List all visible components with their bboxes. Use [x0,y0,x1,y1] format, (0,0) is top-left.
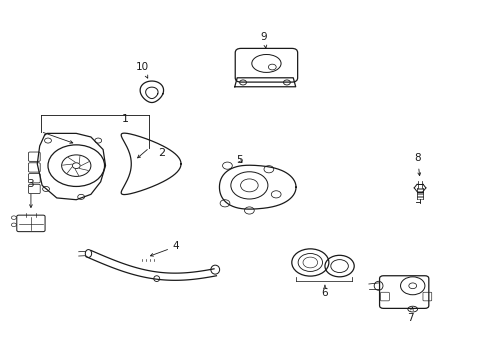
Text: 2: 2 [158,148,165,158]
Text: 7: 7 [406,307,413,323]
Text: 1: 1 [122,114,128,124]
Text: 3: 3 [27,179,34,207]
Text: 10: 10 [135,62,148,78]
Text: 6: 6 [321,285,327,298]
Text: 8: 8 [413,153,420,176]
Text: 4: 4 [150,241,179,256]
Text: 9: 9 [260,32,267,48]
Text: 5: 5 [236,155,243,165]
